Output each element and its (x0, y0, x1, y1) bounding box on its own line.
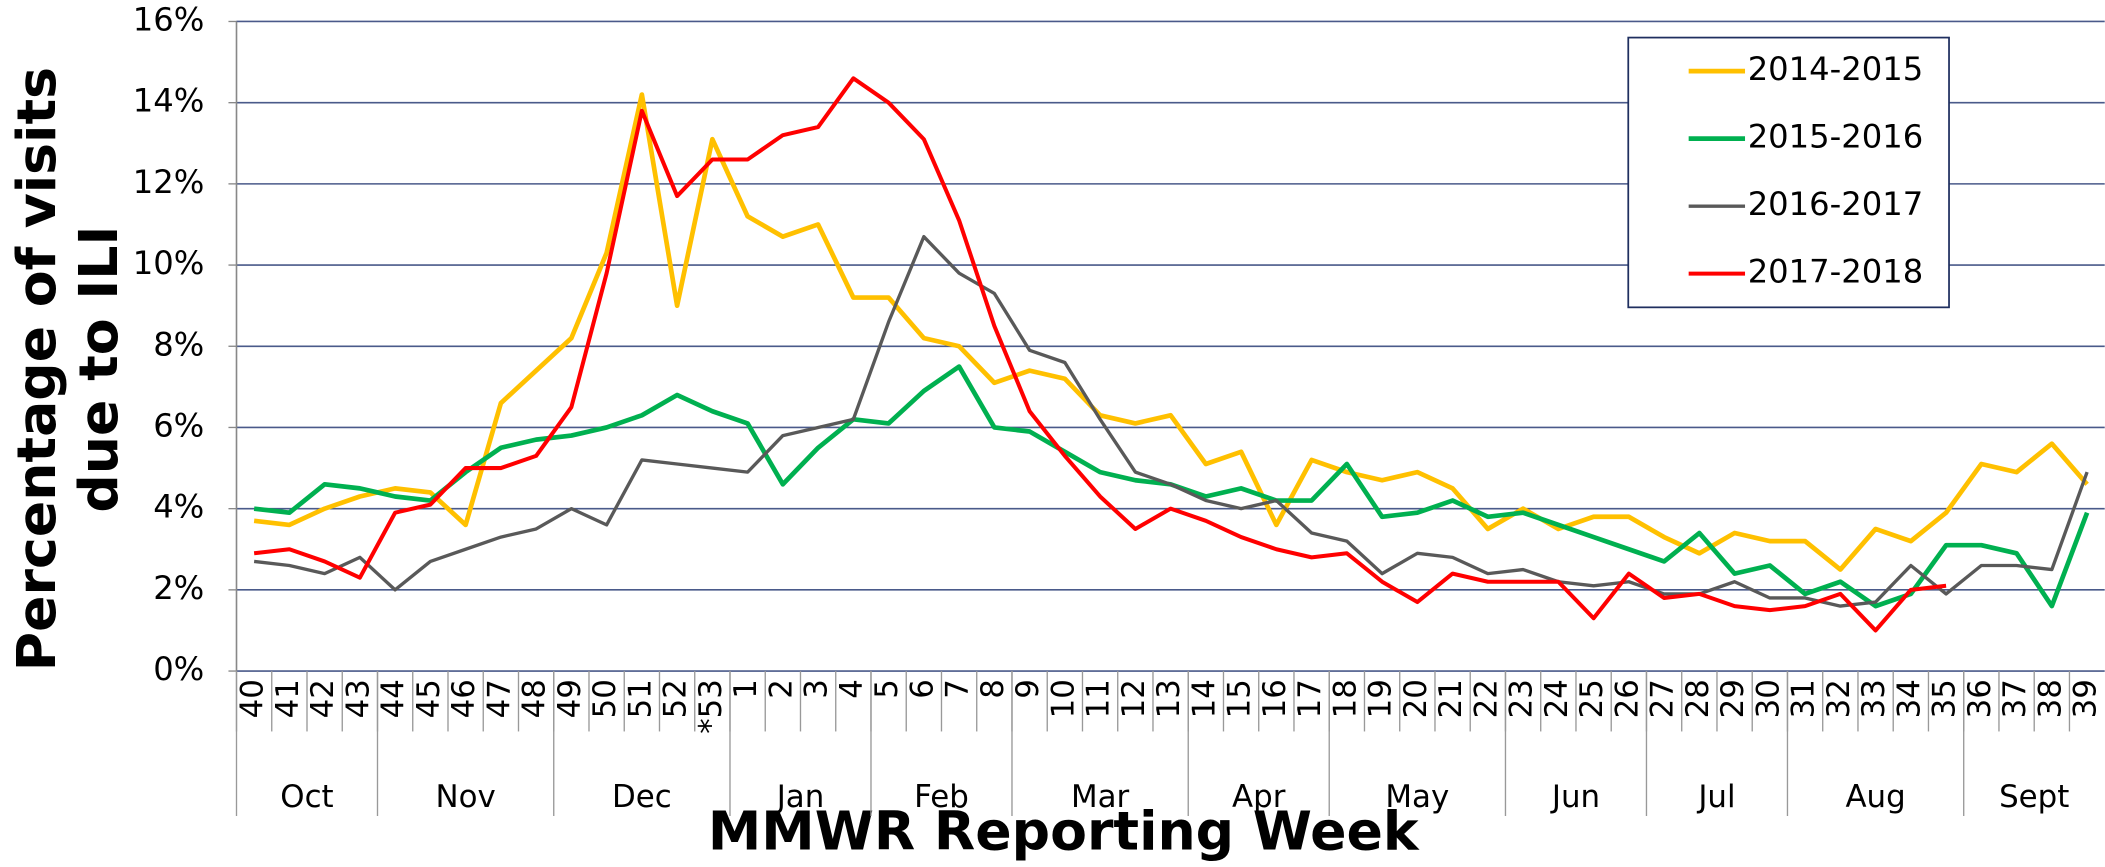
x-tick-label: 21 (1433, 679, 1469, 718)
x-tick-label: 11 (1081, 679, 1117, 718)
x-tick-label: 37 (1997, 679, 2033, 718)
x-tick-label: 1 (728, 679, 764, 699)
x-axis-title: MMWR Reporting Week (708, 799, 1420, 862)
x-tick-label: 26 (1609, 679, 1645, 718)
x-tick-label: 8 (975, 679, 1011, 699)
x-tick-label: 30 (1750, 679, 1786, 718)
x-tick-label: 43 (340, 679, 376, 718)
x-tick-label: 2 (763, 679, 799, 699)
x-tick-label: 41 (270, 679, 306, 718)
month-label: Mar (1071, 779, 1130, 815)
y-axis-title: due to ILI (67, 226, 130, 513)
month-label: Jun (1550, 779, 1600, 815)
x-tick-label: 25 (1574, 679, 1610, 718)
legend-label: 2016-2017 (1748, 185, 1924, 223)
x-tick-label: 5 (869, 679, 905, 699)
x-tick-label: 15 (1222, 679, 1258, 718)
legend-label: 2017-2018 (1748, 253, 1924, 291)
x-tick-label: 22 (1468, 679, 1504, 718)
x-tick-label: 13 (1151, 679, 1187, 718)
x-tick-label: 48 (517, 679, 553, 718)
y-axis-title: Percentage of visits (5, 67, 68, 671)
y-tick-label: 2% (153, 569, 204, 607)
x-tick-label: 9 (1010, 679, 1046, 699)
x-tick-label: 28 (1680, 679, 1716, 718)
x-tick-label: 4 (834, 679, 870, 699)
x-tick-label: 10 (1045, 679, 1081, 718)
y-tick-label: 16% (133, 0, 205, 38)
x-tick-label: 49 (552, 679, 588, 718)
legend-label: 2014-2015 (1748, 50, 1924, 88)
month-label: Sept (1999, 779, 2069, 815)
month-label: Feb (914, 779, 969, 815)
month-label: Nov (436, 779, 496, 815)
month-label: Jan (775, 779, 825, 815)
x-tick-label: 36 (1962, 679, 1998, 718)
x-tick-label: 23 (1504, 679, 1540, 718)
y-tick-label: 14% (133, 82, 205, 120)
x-tick-label: 6 (904, 679, 940, 699)
month-label: May (1385, 779, 1449, 815)
month-label: Oct (280, 779, 333, 815)
x-tick-label: 20 (1398, 679, 1434, 718)
y-tick-label: 8% (153, 325, 204, 363)
x-tick-label: 45 (411, 679, 447, 718)
y-tick-label: 12% (133, 163, 205, 201)
x-tick-label: 16 (1257, 679, 1293, 718)
x-tick-label: 47 (481, 679, 517, 718)
series-line (253, 234, 2089, 608)
x-tick-label: 27 (1645, 679, 1681, 718)
series-line (253, 364, 2090, 609)
x-tick-label: 7 (940, 679, 976, 699)
month-label: Jul (1696, 779, 1735, 815)
month-label: Apr (1232, 779, 1286, 815)
legend-label: 2015-2016 (1748, 118, 1924, 156)
legend-box (1627, 36, 1950, 309)
x-tick-label: 29 (1715, 679, 1751, 718)
x-tick-label: 19 (1363, 679, 1399, 718)
x-tick-label: 44 (376, 679, 412, 718)
y-tick-label: 10% (133, 244, 205, 282)
x-tick-label: 33 (1856, 679, 1892, 718)
x-tick-label: 3 (799, 679, 835, 699)
x-tick-label: 46 (446, 679, 482, 718)
y-tick-label: 6% (153, 406, 204, 444)
month-label: Dec (612, 779, 672, 815)
series-line (253, 92, 2089, 572)
x-tick-label: 34 (1891, 679, 1927, 718)
x-tick-label: 17 (1292, 679, 1328, 718)
x-tick-label: 42 (305, 679, 341, 718)
x-tick-label: 50 (587, 679, 623, 718)
x-tick-label: 32 (1821, 679, 1857, 718)
x-tick-label: *53 (693, 679, 729, 734)
x-tick-label: 51 (622, 679, 658, 718)
x-tick-label: 24 (1539, 679, 1575, 718)
x-tick-label: 39 (2068, 679, 2104, 718)
y-tick-label: 0% (153, 650, 204, 688)
x-tick-label: 18 (1327, 679, 1363, 718)
x-tick-label: 38 (2032, 679, 2068, 718)
x-tick-label: 12 (1116, 679, 1152, 718)
x-tick-label: 35 (1927, 679, 1963, 718)
x-tick-label: 31 (1786, 679, 1822, 718)
x-tick-label: 40 (235, 679, 271, 718)
x-tick-label: 14 (1186, 679, 1222, 718)
y-tick-label: 4% (153, 488, 204, 526)
x-tick-label: 52 (658, 679, 694, 718)
series-line (253, 76, 1947, 633)
month-label: Aug (1845, 779, 1905, 815)
